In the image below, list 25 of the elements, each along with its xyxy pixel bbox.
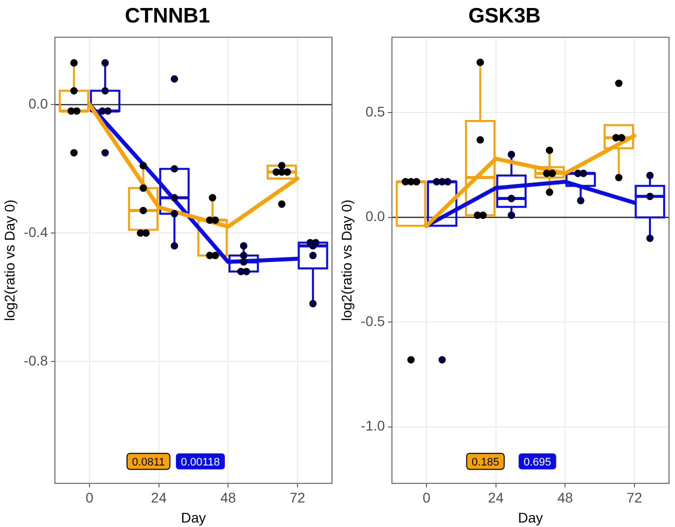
- x-tick-label: 0: [86, 490, 94, 506]
- chart-title: CTNNB1: [124, 4, 210, 28]
- annotation: 0.0811: [132, 456, 165, 468]
- y-axis-title: log2(ratio vs Day 0): [1, 200, 18, 321]
- y-tick-label: 0.5: [365, 103, 386, 120]
- chart-title: GSK3B: [468, 4, 541, 28]
- y-tick-label: 0.0: [365, 208, 386, 224]
- x-tick-label: 48: [220, 490, 236, 506]
- x-tick-label: 24: [488, 490, 504, 506]
- x-axis-title: Day: [181, 509, 206, 526]
- annotation: 0.185: [472, 456, 500, 468]
- annotation: 0.00118: [180, 456, 220, 468]
- x-tick-label: 48: [557, 490, 574, 506]
- y-tick-label: -1.0: [360, 418, 386, 434]
- y-tick-label: 0.0: [28, 95, 48, 112]
- y-tick-label: -0.5: [360, 312, 386, 329]
- y-tick-label: -0.8: [24, 352, 48, 368]
- annotation: 0.695: [524, 456, 552, 468]
- x-axis-title: Day: [518, 509, 543, 526]
- y-axis-title: log2(ratio vs Day 0): [338, 200, 354, 321]
- y-tick-label: -0.4: [24, 224, 48, 240]
- x-tick-label: 24: [151, 490, 167, 506]
- x-tick-label: 72: [290, 490, 306, 506]
- x-tick-label: 0: [422, 490, 431, 506]
- x-tick-label: 72: [626, 490, 642, 506]
